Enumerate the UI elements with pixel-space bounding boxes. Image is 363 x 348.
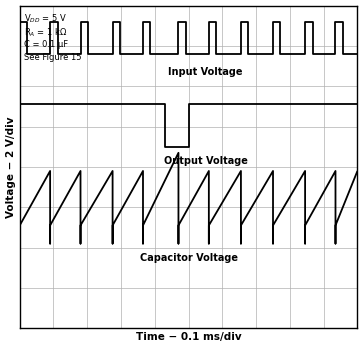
Text: See Figure 15: See Figure 15 <box>24 53 81 62</box>
Text: Input Voltage: Input Voltage <box>168 67 243 77</box>
Text: C = 0.1 μF: C = 0.1 μF <box>24 40 68 49</box>
X-axis label: Time − 0.1 ms/div: Time − 0.1 ms/div <box>136 332 241 342</box>
Text: Output Voltage: Output Voltage <box>164 156 248 166</box>
Text: Capacitor Voltage: Capacitor Voltage <box>140 253 237 263</box>
Y-axis label: Voltage − 2 V/div: Voltage − 2 V/div <box>5 116 16 218</box>
Text: V$_{DD}$ = 5 V: V$_{DD}$ = 5 V <box>24 13 67 25</box>
Text: R$_A$ = 1 kΩ: R$_A$ = 1 kΩ <box>24 26 67 39</box>
